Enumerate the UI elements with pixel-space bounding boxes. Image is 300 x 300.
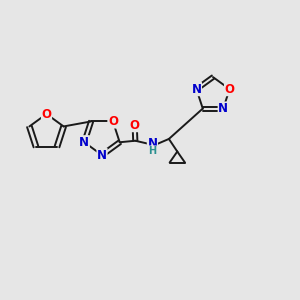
Text: O: O bbox=[130, 118, 140, 132]
Text: N: N bbox=[79, 136, 89, 149]
Text: N: N bbox=[191, 82, 202, 96]
Text: N: N bbox=[97, 148, 107, 162]
Text: O: O bbox=[108, 115, 118, 128]
Text: O: O bbox=[224, 82, 235, 96]
Text: O: O bbox=[41, 107, 52, 121]
Text: N: N bbox=[147, 137, 158, 150]
Text: H: H bbox=[148, 146, 157, 156]
Text: N: N bbox=[218, 102, 228, 115]
